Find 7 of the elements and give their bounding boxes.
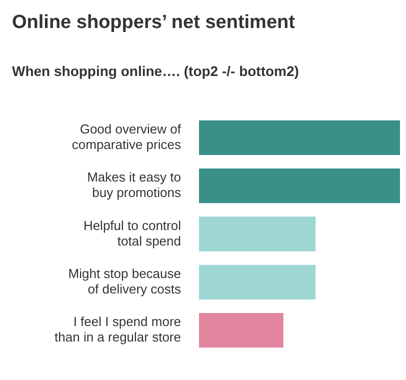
chart-title: Online shoppers’ net sentiment <box>12 12 295 34</box>
chart-subtitle: When shopping online…. (top2 -/- bottom2) <box>12 63 299 79</box>
y-tick-label: Might stop because of delivery costs <box>68 266 182 297</box>
y-tick-label: I feel I spend more than in a regular store <box>54 314 181 345</box>
y-tick-label: Makes it easy to buy promotions <box>87 170 182 200</box>
y-tick-label: Good overview of comparative prices <box>72 121 182 152</box>
y-tick-label: Helpful to control total spend <box>83 218 182 248</box>
